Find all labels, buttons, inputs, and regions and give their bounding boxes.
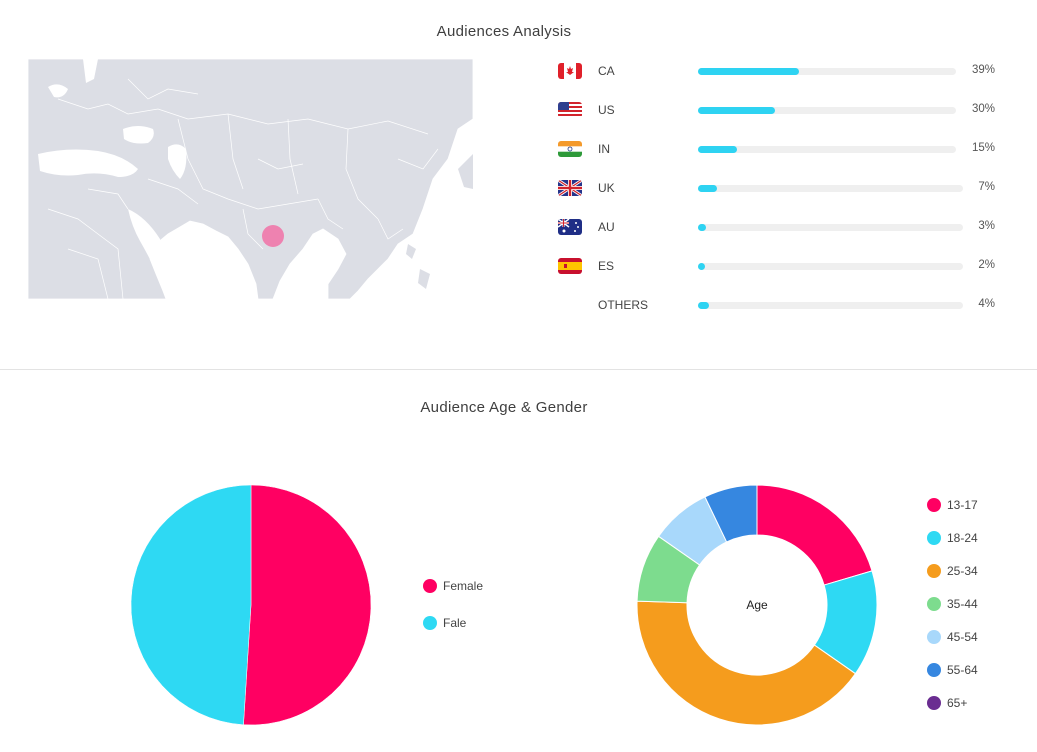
country-percent: 15% (971, 142, 995, 154)
gender-pie-svg (130, 484, 372, 726)
country-percent: 3% (978, 220, 995, 232)
audiences-title: Audiences Analysis (436, 23, 572, 40)
map-borders (47, 78, 439, 299)
age-donut-chart[interactable]: Age (636, 484, 878, 731)
country-row: OTHERS 4% (558, 295, 998, 315)
country-code: IN (598, 142, 610, 156)
legend-dot (927, 630, 941, 644)
country-bar-track (698, 107, 956, 114)
legend-label: 35-44 (947, 597, 978, 611)
country-code: ES (598, 259, 615, 273)
country-bar-track (698, 263, 963, 270)
country-bar-fill (698, 146, 737, 153)
country-row: US 30% (558, 100, 998, 120)
slice-13-17[interactable] (756, 484, 873, 586)
country-bar-fill (698, 107, 776, 114)
legend-label: 45-54 (947, 630, 978, 644)
country-bar-fill (698, 185, 717, 192)
map-water (38, 59, 208, 271)
india-map-marker[interactable] (262, 225, 284, 247)
slice-55-64[interactable] (704, 484, 758, 543)
legend-dot (927, 531, 941, 545)
country-code: US (598, 103, 615, 117)
country-bar-fill (698, 302, 709, 309)
country-row: AU 3% (558, 217, 998, 237)
legend-label: 13-17 (947, 498, 978, 512)
legend-label: 65+ (947, 696, 968, 710)
legend-dot (423, 616, 437, 630)
legend-label: 18-24 (947, 531, 978, 545)
legend-dot (927, 597, 941, 611)
legend-dot (927, 663, 941, 677)
country-bar-track (698, 68, 956, 75)
country-bar-track (698, 185, 963, 192)
legend-dot (423, 579, 437, 593)
country-row: IN 15% (558, 139, 998, 159)
india-flag-icon (558, 141, 582, 157)
country-row: ES 2% (558, 256, 998, 276)
legend-label: 25-34 (947, 564, 978, 578)
country-bar-fill (698, 224, 706, 231)
country-bar-track (698, 146, 956, 153)
map-islands (406, 154, 473, 289)
audience-world-map[interactable] (28, 59, 473, 299)
slice-fale[interactable] (130, 484, 252, 726)
legend-dot (927, 696, 941, 710)
country-code: UK (598, 181, 615, 195)
country-bar-fill (698, 263, 705, 270)
country-percent: 7% (978, 181, 995, 193)
legend-label: Female (443, 579, 484, 593)
country-code: OTHERS (598, 298, 649, 312)
country-percent: 39% (971, 64, 995, 76)
country-bar-fill (698, 68, 799, 75)
legend-label: 55-64 (947, 663, 978, 677)
map-land (28, 59, 473, 299)
uk-flag-icon (558, 180, 582, 196)
legend-dot (927, 498, 941, 512)
country-bar-track (698, 302, 963, 309)
gender-pie-chart[interactable] (130, 484, 372, 731)
section-divider (0, 369, 1037, 370)
age-donut-svg: Age (636, 484, 878, 726)
spain-flag-icon (558, 258, 582, 274)
country-code: CA (598, 64, 615, 78)
donut-center-label: Age (746, 598, 768, 612)
country-percent: 4% (978, 298, 995, 310)
slice-female[interactable] (243, 484, 372, 726)
country-row: UK 7% (558, 178, 998, 198)
country-code: AU (598, 220, 615, 234)
country-row: CA 39% (558, 61, 998, 81)
age-gender-title: Audience Age & Gender (420, 399, 588, 416)
legend-dot (927, 564, 941, 578)
canada-flag-icon (558, 63, 582, 79)
world-map-svg (28, 59, 473, 299)
slice-25-34[interactable] (636, 600, 857, 726)
legend-label: Fale (443, 616, 467, 630)
australia-flag-icon (558, 219, 582, 235)
country-percent: 30% (971, 103, 995, 115)
country-percent: 2% (978, 259, 995, 271)
usa-flag-icon (558, 102, 582, 118)
country-bar-track (698, 224, 963, 231)
